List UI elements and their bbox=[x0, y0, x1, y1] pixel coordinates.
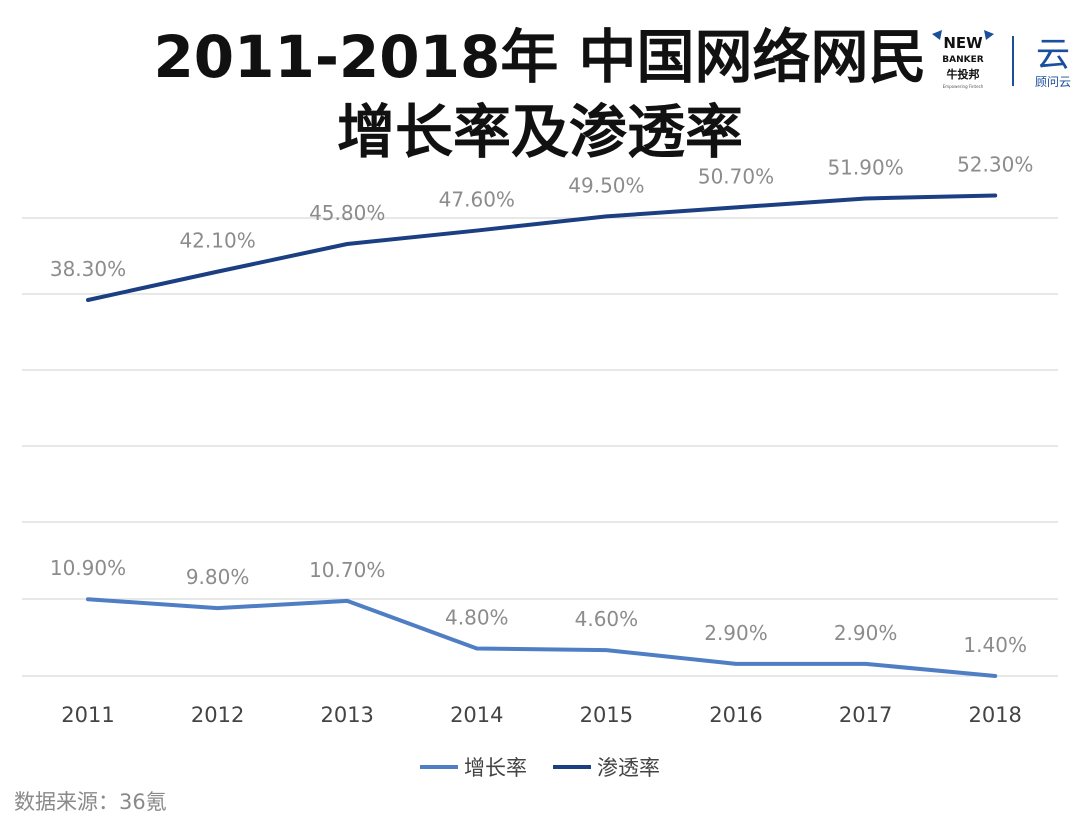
x-tick-label-2017: 2017 bbox=[839, 703, 892, 727]
data-label-penetration-2015: 49.50% bbox=[568, 173, 644, 197]
svg-text:顾问云: 顾问云 bbox=[1035, 75, 1071, 89]
data-label-growth-2015: 4.60% bbox=[575, 607, 639, 631]
data-label-penetration-2011: 38.30% bbox=[50, 257, 126, 281]
data-source: 数据来源：36氪 bbox=[14, 790, 167, 814]
series-line-penetration bbox=[86, 193, 998, 302]
svg-text:云: 云 bbox=[1036, 35, 1070, 75]
data-label-growth-2013: 10.70% bbox=[309, 558, 385, 582]
legend-swatch-growth bbox=[420, 765, 458, 769]
legend-label-penetration: 渗透率 bbox=[597, 756, 660, 780]
series-layer bbox=[86, 193, 998, 678]
guwenyun-logo: 云 顾问云 bbox=[1035, 35, 1071, 89]
legend-item-penetration: 渗透率 bbox=[553, 752, 660, 782]
legend: 增长率 渗透率 bbox=[0, 752, 1080, 782]
data-label-penetration-2017: 51.90% bbox=[827, 155, 903, 179]
legend-swatch-penetration bbox=[553, 765, 591, 769]
data-label-penetration-2018: 52.30% bbox=[957, 152, 1033, 176]
svg-text:NEW: NEW bbox=[943, 34, 983, 52]
grid-layer bbox=[22, 217, 1058, 677]
x-axis: 2011 2012 2013 2014 2015 2016 2017 2018 bbox=[61, 703, 1022, 727]
x-tick-label-2012: 2012 bbox=[191, 703, 244, 727]
chart-title-line1: 2011-2018年 中国网络网民 bbox=[153, 23, 927, 91]
x-tick-label-2014: 2014 bbox=[450, 703, 503, 727]
legend-label-growth: 增长率 bbox=[464, 756, 527, 780]
data-label-penetration-2016: 50.70% bbox=[698, 164, 774, 188]
svg-text:Empowering Fintech: Empowering Fintech bbox=[943, 84, 984, 89]
data-label-growth-2014: 4.80% bbox=[445, 606, 509, 630]
legend-item-growth: 增长率 bbox=[420, 752, 527, 782]
data-label-penetration-2013: 45.80% bbox=[309, 201, 385, 225]
data-label-penetration-2012: 42.10% bbox=[179, 229, 255, 253]
data-label-growth-2012: 9.80% bbox=[186, 565, 250, 589]
chart-title-line2: 增长率及渗透率 bbox=[336, 98, 743, 166]
data-label-penetration-2014: 47.60% bbox=[439, 188, 515, 212]
svg-text:牛投邦: 牛投邦 bbox=[947, 67, 980, 81]
series-line-growth bbox=[86, 597, 998, 678]
data-label-growth-2018: 1.40% bbox=[963, 633, 1027, 657]
svg-text:BANKER: BANKER bbox=[942, 55, 983, 65]
x-tick-label-2011: 2011 bbox=[61, 703, 114, 727]
x-tick-label-2016: 2016 bbox=[709, 703, 762, 727]
newbanker-logo: NEW BANKER 牛投邦 Empowering Fintech bbox=[932, 30, 994, 89]
data-label-growth-2016: 2.90% bbox=[704, 621, 768, 645]
x-tick-label-2013: 2013 bbox=[320, 703, 373, 727]
logo-separator bbox=[1012, 36, 1014, 86]
x-tick-label-2018: 2018 bbox=[968, 703, 1021, 727]
label-layer: 10.90% 9.80% 10.70% 4.80% 4.60% 2.90% 2.90% 1.4… bbox=[50, 152, 1033, 657]
data-label-growth-2011: 10.90% bbox=[50, 556, 126, 580]
data-label-growth-2017: 2.90% bbox=[834, 621, 898, 645]
x-tick-label-2015: 2015 bbox=[580, 703, 633, 727]
